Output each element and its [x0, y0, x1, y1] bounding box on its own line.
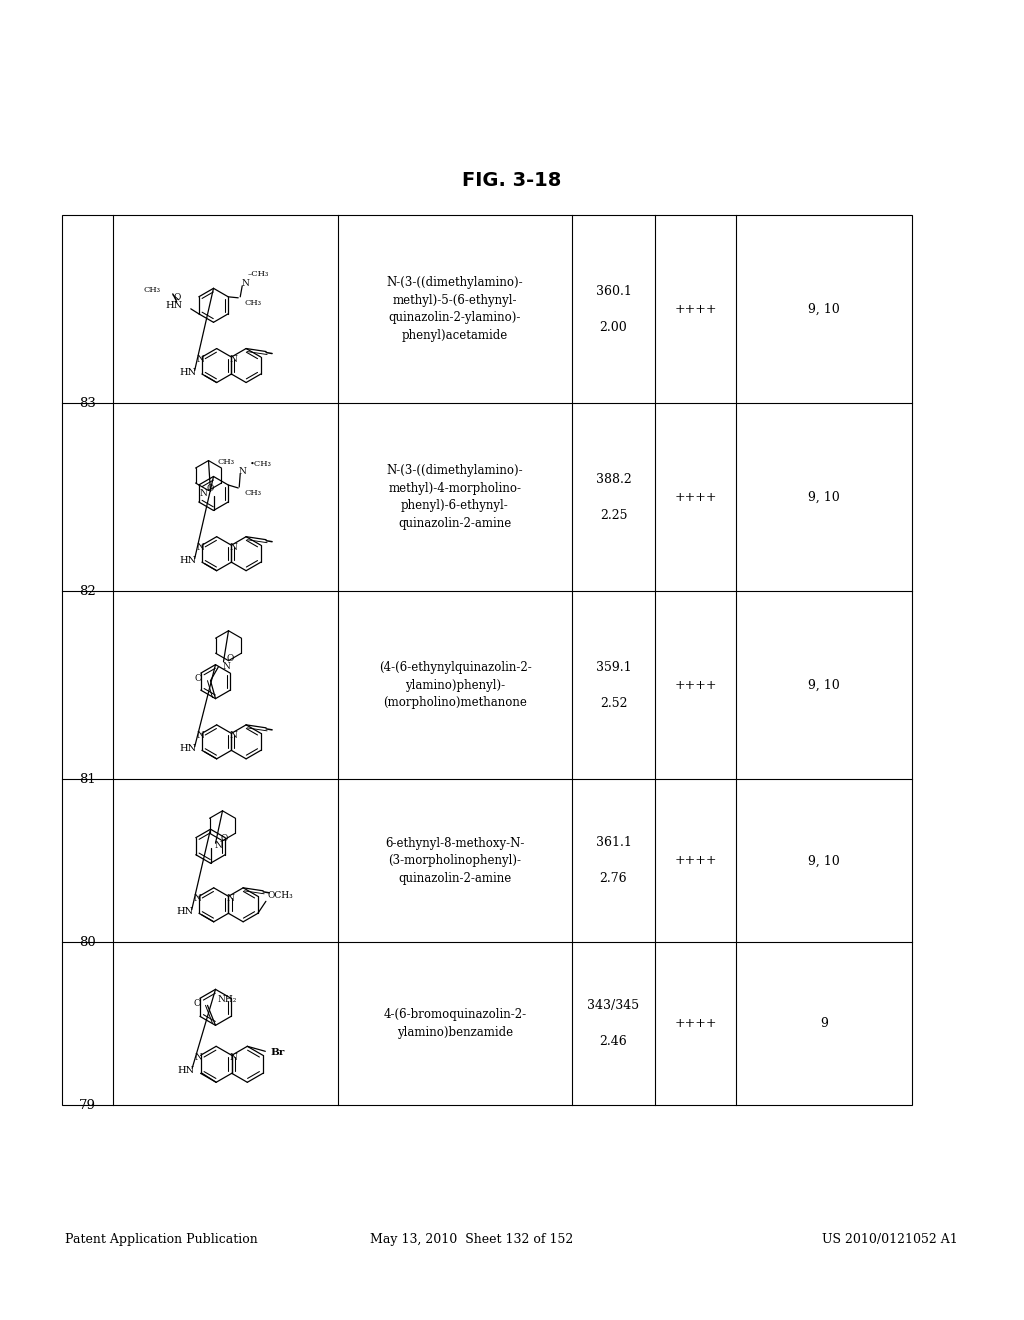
Text: CH₃: CH₃: [217, 458, 234, 466]
Text: HN: HN: [179, 556, 197, 565]
Text: 9, 10: 9, 10: [808, 854, 840, 867]
Text: 361.1

2.76: 361.1 2.76: [596, 837, 632, 886]
Text: US 2010/0121052 A1: US 2010/0121052 A1: [822, 1233, 958, 1246]
Text: Br: Br: [270, 1048, 285, 1057]
Text: N: N: [242, 280, 249, 288]
Text: N-(3-((dimethylamino)-
methyl)-4-morpholino-
phenyl)-6-ethynyl-
quinazolin-2-ami: N-(3-((dimethylamino)- methyl)-4-morphol…: [387, 465, 523, 531]
Text: O: O: [221, 834, 228, 843]
Text: CH₃: CH₃: [143, 286, 161, 294]
Text: 79: 79: [79, 1100, 96, 1111]
Text: N: N: [226, 894, 234, 903]
Text: ++++: ++++: [674, 491, 717, 504]
Text: 82: 82: [79, 585, 96, 598]
Text: 343/345

2.46: 343/345 2.46: [588, 999, 640, 1048]
Text: 81: 81: [79, 774, 96, 787]
Text: CH₃: CH₃: [244, 298, 261, 306]
Text: CH₃: CH₃: [244, 488, 261, 496]
Text: N: N: [215, 841, 222, 850]
Text: N: N: [239, 467, 246, 477]
Text: 83: 83: [79, 397, 96, 411]
Text: O: O: [226, 655, 234, 663]
Text: OCH₃: OCH₃: [268, 891, 294, 900]
Text: HN: HN: [176, 907, 194, 916]
Text: N: N: [200, 488, 208, 498]
Text: 388.2

2.25: 388.2 2.25: [596, 473, 632, 521]
Text: N: N: [196, 731, 204, 739]
Text: N: N: [194, 894, 201, 903]
Text: 360.1

2.00: 360.1 2.00: [596, 285, 632, 334]
Text: N: N: [196, 355, 204, 363]
Text: N: N: [195, 1053, 203, 1061]
Text: 4-(6-bromoquinazolin-2-
ylamino)benzamide: 4-(6-bromoquinazolin-2- ylamino)benzamid…: [383, 1008, 526, 1039]
Text: HN: HN: [179, 744, 197, 754]
Text: 9, 10: 9, 10: [808, 678, 840, 692]
Text: HN: HN: [166, 301, 182, 310]
Text: N: N: [229, 731, 238, 739]
Bar: [62, 215, 912, 1105]
Text: ++++: ++++: [674, 302, 717, 315]
Text: May 13, 2010  Sheet 132 of 152: May 13, 2010 Sheet 132 of 152: [370, 1233, 573, 1246]
Text: O: O: [207, 484, 214, 492]
Text: 9, 10: 9, 10: [808, 491, 840, 504]
Text: O: O: [194, 999, 201, 1008]
Text: •CH₃: •CH₃: [250, 459, 272, 469]
Text: O: O: [195, 675, 202, 684]
Text: ++++: ++++: [674, 854, 717, 867]
Text: –CH₃: –CH₃: [247, 269, 268, 277]
Text: N: N: [229, 1053, 238, 1061]
Text: N: N: [222, 663, 230, 671]
Text: N: N: [229, 355, 238, 363]
Text: Patent Application Publication: Patent Application Publication: [65, 1233, 258, 1246]
Text: NH₂: NH₂: [217, 995, 237, 1003]
Text: HN: HN: [177, 1065, 195, 1074]
Text: HN: HN: [179, 368, 197, 378]
Text: 6-ethynyl-8-methoxy-N-
(3-morpholinophenyl)-
quinazolin-2-amine: 6-ethynyl-8-methoxy-N- (3-morpholinophen…: [385, 837, 524, 884]
Text: N: N: [229, 543, 238, 552]
Text: (4-(6-ethynylquinazolin-2-
ylamino)phenyl)-
(morpholino)methanone: (4-(6-ethynylquinazolin-2- ylamino)pheny…: [379, 661, 531, 709]
Text: ++++: ++++: [674, 678, 717, 692]
Text: 80: 80: [79, 936, 96, 949]
Text: 9, 10: 9, 10: [808, 302, 840, 315]
Text: FIG. 3-18: FIG. 3-18: [462, 170, 562, 190]
Text: O: O: [173, 293, 180, 302]
Text: 359.1

2.52: 359.1 2.52: [596, 661, 632, 710]
Text: N-(3-((dimethylamino)-
methyl)-5-(6-ethynyl-
quinazolin-2-ylamino)-
phenyl)aceta: N-(3-((dimethylamino)- methyl)-5-(6-ethy…: [387, 276, 523, 342]
Text: 9: 9: [820, 1018, 828, 1030]
Text: N: N: [196, 543, 204, 552]
Text: ++++: ++++: [674, 1018, 717, 1030]
